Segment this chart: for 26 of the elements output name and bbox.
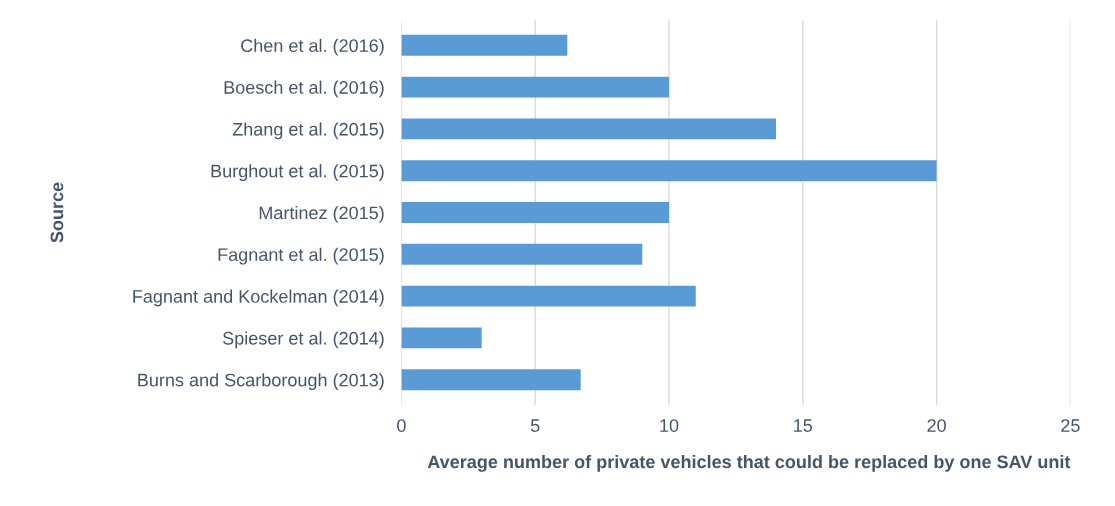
x-tick-label: 15 [794, 419, 813, 432]
bar [401, 34, 568, 56]
y-tick-label: Spieser et al. (2014) [222, 331, 384, 349]
bar [401, 202, 669, 223]
bar [401, 76, 669, 98]
x-tick-label: 10 [660, 419, 679, 432]
x-tick-label: 20 [927, 419, 946, 432]
bar [401, 369, 581, 391]
y-tick-label: Chen et al. (2016) [241, 38, 384, 56]
bar [401, 285, 696, 307]
y-tick-label: Fagnant and Kockelman (2014) [133, 289, 384, 307]
x-axis-title: Average number of private vehicles that could be replaced by one SAV unit [427, 454, 1071, 472]
y-tick-label: Martinez (2015) [259, 205, 384, 223]
bar [401, 243, 643, 265]
x-tick-label: 25 [1061, 419, 1080, 432]
bar [401, 160, 937, 182]
x-tick-label: 5 [530, 419, 540, 432]
y-tick-label: Zhang et al. (2015) [232, 122, 384, 140]
y-tick-label: Burghout et al. (2015) [211, 164, 384, 182]
bar [401, 327, 482, 349]
y-tick-label: Burns and Scarborough (2013) [138, 373, 384, 391]
y-tick-label: Boesch et al. (2016) [224, 80, 384, 98]
y-axis-title: Source [50, 182, 64, 243]
x-tick-label: 0 [397, 419, 406, 432]
y-tick-label: Fagnant et al. (2015) [218, 247, 384, 265]
bar [401, 118, 777, 140]
